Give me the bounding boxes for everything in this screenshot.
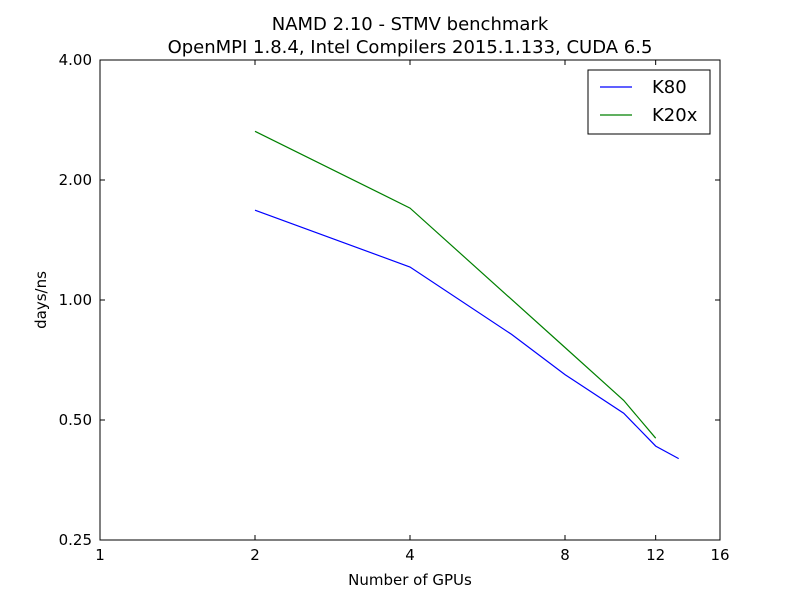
chart-subtitle: OpenMPI 1.8.4, Intel Compilers 2015.1.13… (168, 37, 653, 58)
series-line-k80 (254, 209, 679, 460)
x-axis: 1 2 4 8 12 16 (95, 60, 730, 564)
series-line-k20x (254, 130, 657, 439)
x-axis-label: Number of GPUs (348, 571, 472, 589)
x-tick-label: 16 (710, 546, 729, 564)
y-tick-label: 1.00 (59, 291, 92, 309)
y-axis: 0.25 0.50 1.00 2.00 4.00 (59, 51, 720, 549)
x-tick-label: 1 (95, 546, 105, 564)
y-tick-label: 2.00 (59, 171, 92, 189)
x-tick-label: 2 (250, 546, 260, 564)
legend-label-k20x: K20x (652, 105, 698, 126)
chart-title: NAMD 2.10 - STMV benchmark (272, 14, 549, 35)
legend: K80 K20x (587, 69, 711, 135)
y-tick-label: 4.00 (59, 51, 92, 69)
series-layer (254, 130, 679, 460)
y-tick-label: 0.50 (59, 411, 92, 429)
x-tick-label: 4 (405, 546, 415, 564)
y-tick-label: 0.25 (59, 531, 92, 549)
legend-box (587, 69, 711, 135)
y-axis-label: days/ns (32, 271, 50, 329)
legend-label-k80: K80 (652, 77, 687, 98)
x-tick-label: 12 (646, 546, 665, 564)
x-tick-label: 8 (560, 546, 570, 564)
